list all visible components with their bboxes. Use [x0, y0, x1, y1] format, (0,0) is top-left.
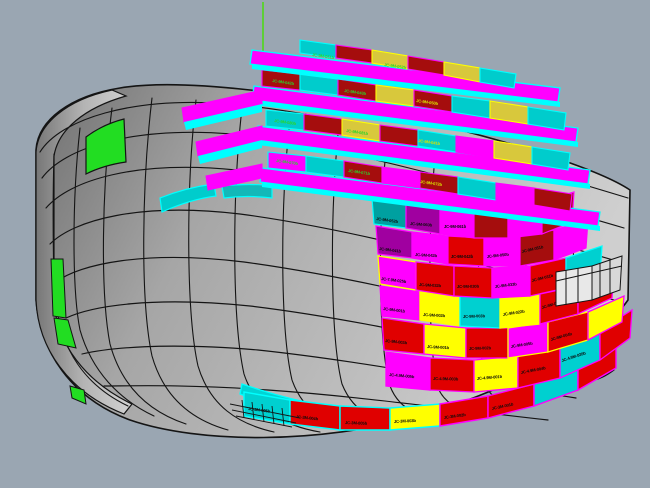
block-cell[interactable] [483, 235, 521, 267]
hull-highlight-patch-cyan[interactable] [221, 183, 273, 199]
strip1-panels[interactable] [267, 151, 573, 212]
block-cell[interactable] [267, 151, 307, 173]
block-cell[interactable] [375, 225, 413, 259]
strip3-panels[interactable] [261, 69, 567, 131]
block-cell[interactable] [379, 285, 421, 321]
block-cell[interactable] [479, 67, 517, 89]
block-cell[interactable] [491, 265, 531, 299]
white-panel-group[interactable] [555, 255, 623, 307]
strip4-panels[interactable] [299, 39, 517, 89]
deck-strip-edge [254, 100, 578, 147]
white-panel-stiffeners [555, 260, 623, 305]
block-cell[interactable] [533, 187, 573, 212]
block-cell[interactable] [411, 231, 449, 265]
white-panel[interactable] [555, 265, 593, 307]
sheer-strip[interactable] [205, 163, 263, 191]
hull-highlight-patch[interactable] [53, 317, 77, 349]
hull-highlight-patch[interactable] [85, 118, 127, 175]
sheer-strip[interactable] [198, 140, 262, 164]
block-cell[interactable] [447, 235, 485, 267]
sheer-strip[interactable] [184, 104, 262, 130]
deck-strip-edge [262, 182, 600, 231]
block-cell[interactable] [289, 399, 341, 431]
block-cell[interactable] [587, 294, 625, 342]
deck-strip-edge [258, 140, 590, 189]
block-cell[interactable] [377, 255, 417, 291]
block-cell[interactable] [339, 405, 391, 431]
block-cell[interactable] [453, 265, 493, 299]
block-cell[interactable] [459, 295, 501, 329]
hull-highlight-patch-cyan[interactable] [159, 183, 217, 213]
block-cell[interactable] [389, 403, 441, 431]
block-cell[interactable] [419, 291, 461, 327]
block-cell[interactable] [465, 327, 509, 359]
deck-strip-edge [252, 64, 560, 107]
block-cell[interactable] [527, 106, 567, 131]
block-cell[interactable] [415, 261, 455, 297]
block-cell[interactable] [381, 317, 425, 355]
block-cell[interactable] [265, 109, 305, 131]
keel-detail-lines [229, 399, 301, 428]
block-cell[interactable] [385, 351, 431, 391]
block-cell[interactable] [499, 293, 541, 329]
hull-highlight-patch[interactable] [50, 258, 67, 319]
sheer-strip-group[interactable] [181, 89, 263, 191]
hull-highlight-patch[interactable] [69, 385, 87, 405]
strip2-panels[interactable] [265, 109, 571, 171]
block-cell[interactable] [423, 323, 467, 359]
block-cell[interactable] [531, 146, 571, 171]
block-cell[interactable] [473, 355, 519, 393]
block-cell[interactable] [507, 321, 549, 359]
block-cell[interactable] [429, 357, 475, 393]
